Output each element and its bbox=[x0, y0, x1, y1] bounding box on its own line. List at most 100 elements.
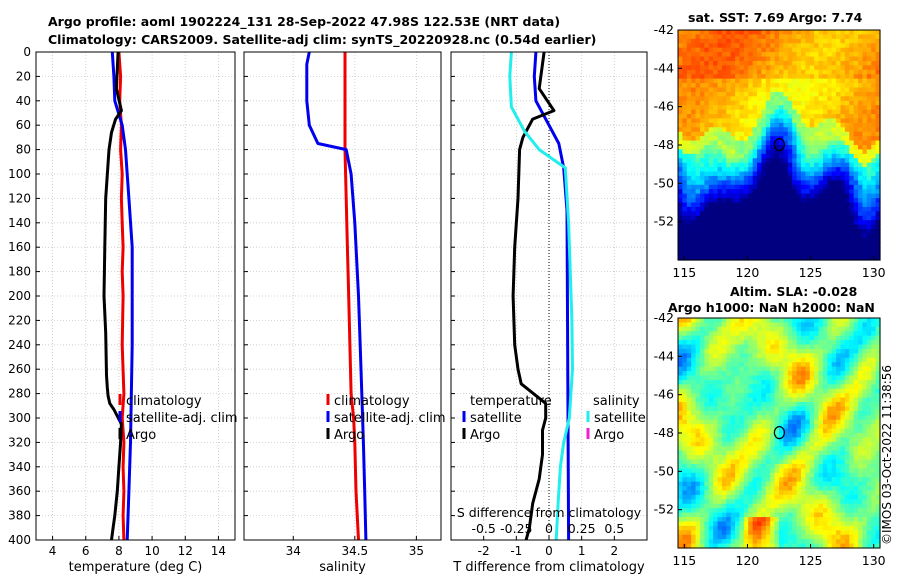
sst-map-cell bbox=[831, 233, 837, 239]
sst-map-cell bbox=[739, 91, 745, 97]
sla-map-cell bbox=[730, 335, 736, 341]
sla-map-cell bbox=[770, 472, 776, 478]
sst-map-cell bbox=[818, 237, 824, 243]
sla-map-cell bbox=[792, 348, 798, 354]
sla-map-cell bbox=[743, 530, 749, 536]
sla-map-cell bbox=[735, 366, 741, 372]
sla-map-cell bbox=[761, 499, 767, 505]
sst-map-cell bbox=[831, 47, 837, 53]
sla-map-cell bbox=[818, 468, 824, 474]
sla-map-cell bbox=[739, 490, 745, 496]
sst-map-cell bbox=[713, 52, 719, 58]
sla-map-cell bbox=[678, 472, 683, 478]
sla-map-cell bbox=[792, 472, 798, 478]
sst-map-cell bbox=[757, 145, 763, 151]
sla-map-cell bbox=[827, 450, 833, 456]
sst-map-cell bbox=[699, 43, 705, 49]
sst-map-cell bbox=[783, 56, 789, 62]
sst-map-cell bbox=[875, 52, 881, 58]
sla-map-cell bbox=[779, 499, 784, 505]
sst-map-cell bbox=[836, 131, 842, 137]
sla-map-cell bbox=[814, 379, 820, 385]
sla-map-cell bbox=[849, 468, 855, 474]
sst-map-cell bbox=[779, 83, 784, 89]
sla-map-cell bbox=[858, 468, 864, 474]
sla-map-cell bbox=[704, 468, 710, 474]
sla-map-cell bbox=[730, 433, 736, 439]
sla-map-cell bbox=[849, 539, 855, 545]
sst-map-cell bbox=[730, 220, 736, 226]
sst-map-cell bbox=[787, 206, 793, 212]
sst-map-cell bbox=[783, 246, 789, 252]
sst-map-cell bbox=[858, 162, 864, 168]
sla-map-cell bbox=[805, 455, 811, 461]
sla-map-cell bbox=[836, 318, 842, 324]
sst-map-cell bbox=[809, 127, 815, 133]
sla-map-cell bbox=[809, 331, 815, 337]
sst-map-cell bbox=[853, 122, 859, 128]
sla-map-cell bbox=[844, 353, 850, 359]
sst-map-cell bbox=[800, 87, 806, 93]
sst-map-cell bbox=[779, 189, 784, 195]
sla-map-cell bbox=[765, 371, 771, 377]
sst-map-cell bbox=[774, 38, 780, 44]
sla-map-cell bbox=[730, 472, 736, 478]
sla-map-cell bbox=[862, 503, 868, 509]
sla-map-cell bbox=[871, 503, 877, 509]
sla-map-cell bbox=[717, 393, 723, 399]
sla-map-cell bbox=[699, 419, 705, 425]
sst-map-cell bbox=[849, 34, 855, 40]
sst-map-cell bbox=[853, 255, 859, 261]
sla-map-cell bbox=[787, 486, 793, 492]
sla-map-cell bbox=[840, 534, 846, 540]
sst-map-cell bbox=[831, 202, 837, 208]
sla-map-cell bbox=[805, 468, 811, 474]
sla-map-cell bbox=[717, 450, 723, 456]
sla-map-cell bbox=[739, 326, 745, 332]
sst-map-cell bbox=[699, 242, 705, 248]
sst-map-cell bbox=[721, 158, 727, 164]
sst-map-cell bbox=[730, 109, 736, 115]
sst-map-cell bbox=[875, 167, 881, 173]
sst-map-cell bbox=[805, 189, 811, 195]
sla-map-cell bbox=[862, 512, 868, 518]
sst-map-cell bbox=[853, 38, 859, 44]
sla-map-cell bbox=[818, 318, 824, 324]
sst-map-cell bbox=[699, 83, 705, 89]
sla-map-cell bbox=[853, 397, 859, 403]
sla-map-cell bbox=[735, 406, 741, 412]
sst-map-cell bbox=[717, 158, 723, 164]
sst-map-cell bbox=[831, 122, 837, 128]
sst-map-cell bbox=[858, 127, 864, 133]
sst-map-cell bbox=[691, 246, 697, 252]
sla-map-cell bbox=[836, 331, 842, 337]
depth-tick-label: 80 bbox=[16, 143, 31, 157]
sla-map-cell bbox=[871, 335, 877, 341]
sla-map-cell bbox=[809, 499, 815, 505]
sla-map-cell bbox=[844, 410, 850, 416]
sla-map-cell bbox=[678, 490, 683, 496]
sst-map-cell bbox=[713, 87, 719, 93]
sla-map-cell bbox=[682, 525, 688, 531]
sst-map-cell bbox=[809, 198, 815, 204]
sla-map-cell bbox=[875, 424, 881, 430]
sst-map-cell bbox=[726, 136, 732, 142]
sla-map-cell bbox=[757, 490, 763, 496]
sst-map-cell bbox=[708, 122, 714, 128]
sla-map-cell bbox=[730, 384, 736, 390]
sla-map-cell bbox=[708, 437, 714, 443]
sla-map-cell bbox=[708, 384, 714, 390]
sla-map-cell bbox=[717, 477, 723, 483]
sst-map-cell bbox=[735, 34, 741, 40]
sst-map-cell bbox=[743, 237, 749, 243]
sst-map-cell bbox=[713, 78, 719, 84]
sst-map-cell bbox=[818, 69, 824, 75]
sla-map-cell bbox=[866, 371, 872, 377]
sst-map-cell bbox=[809, 83, 815, 89]
sla-map-cell bbox=[809, 415, 815, 421]
sla-map-cell bbox=[822, 326, 828, 332]
sla-map-cell bbox=[757, 366, 763, 372]
sst-map-cell bbox=[814, 122, 820, 128]
sla-map-cell bbox=[770, 335, 776, 341]
sst-map-cell bbox=[862, 242, 868, 248]
